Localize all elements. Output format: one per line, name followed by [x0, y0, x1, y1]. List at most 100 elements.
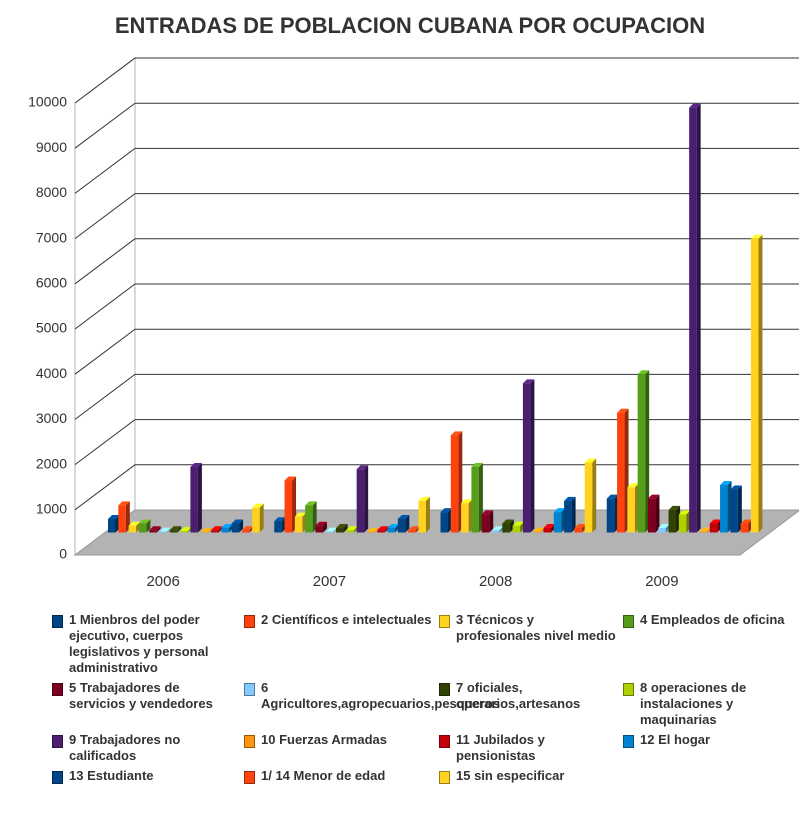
bar	[512, 525, 521, 533]
bar-top	[387, 523, 400, 528]
legend-item: 15 sin especificar	[439, 768, 623, 784]
bar-top	[169, 526, 182, 531]
bar-top	[356, 465, 369, 470]
bar-side	[530, 379, 535, 533]
bar	[408, 530, 416, 533]
bar	[699, 531, 707, 533]
bar	[720, 485, 728, 533]
chart-title: ENTRADAS DE POBLACION CUBANA POR OCUPACI…	[115, 13, 705, 38]
legend-item: 9 Trabajadores no calificados	[52, 732, 244, 764]
bar	[440, 512, 448, 533]
bar-side	[146, 519, 151, 533]
bar	[606, 498, 615, 533]
bar-top	[512, 521, 525, 526]
bar-side	[489, 510, 494, 533]
bar-top	[118, 501, 130, 506]
bar-top	[190, 462, 202, 467]
legend-label: 15 sin especificar	[456, 768, 565, 783]
bar-side	[655, 494, 660, 533]
bar-top	[377, 526, 389, 531]
bar	[750, 238, 759, 533]
bar-top	[408, 526, 420, 531]
bar	[584, 462, 593, 533]
bar-side	[737, 485, 742, 533]
bar-side	[571, 496, 576, 533]
bar	[461, 503, 469, 533]
legend-item: 13 Estudiante	[52, 768, 244, 784]
legend-item: 12 El hogar	[623, 732, 793, 764]
y-tick-label: 9000	[36, 139, 67, 155]
y-tick-label: 6000	[36, 275, 67, 291]
bar	[169, 530, 178, 533]
legend: 1 Mienbros del poder ejecutivo, cuerpos …	[52, 612, 792, 784]
bar-top	[138, 519, 151, 524]
bar-side	[374, 528, 379, 533]
bar	[471, 466, 479, 533]
legend-label: 12 El hogar	[640, 732, 711, 747]
legend-swatch	[52, 683, 63, 696]
bar-side	[197, 462, 202, 533]
y-tick-label: 1000	[36, 501, 67, 517]
bar-top	[740, 519, 753, 524]
bar-side	[125, 501, 130, 533]
bar-top	[627, 483, 639, 488]
legend-swatch	[244, 615, 255, 628]
legend-swatch	[52, 771, 63, 784]
bar-side	[364, 465, 369, 533]
bar	[397, 518, 406, 533]
y-tick-label: 0	[59, 546, 67, 562]
bar-side	[239, 519, 244, 533]
bar-top	[502, 519, 514, 524]
bar	[502, 523, 510, 533]
legend-item: 1/ 14 Menor de edad	[244, 768, 439, 784]
grid-line	[74, 147, 799, 194]
bar-side	[696, 103, 701, 533]
legend-item: 3 Técnicos y profesionales nivel medio	[439, 612, 623, 676]
bar	[252, 507, 260, 533]
y-tick-label: 5000	[36, 320, 67, 336]
bar-top	[274, 517, 286, 522]
bar-top	[450, 431, 463, 436]
bar-side	[592, 458, 597, 533]
bar	[564, 500, 572, 533]
grid-line	[74, 373, 799, 420]
bar	[617, 412, 625, 533]
legend-swatch	[623, 615, 634, 628]
bar	[450, 435, 459, 533]
bar-top	[750, 234, 763, 239]
bar-top	[315, 521, 327, 526]
bar	[138, 523, 147, 533]
bar-top	[305, 501, 317, 506]
y-tick-label: 8000	[36, 184, 67, 200]
bar-top	[720, 481, 732, 486]
legend-swatch	[244, 735, 255, 748]
bar-side	[167, 527, 171, 533]
bar	[533, 531, 541, 533]
bar-top	[252, 503, 264, 508]
bar-top	[481, 510, 494, 515]
legend-swatch	[439, 615, 450, 628]
x-tick-label: 2009	[645, 573, 678, 590]
bar	[336, 527, 344, 533]
bar-top	[149, 526, 161, 531]
grid-line	[74, 328, 799, 375]
bar-top	[668, 505, 681, 510]
bar	[284, 480, 293, 533]
bar-top	[108, 514, 120, 519]
legend-swatch	[623, 735, 634, 748]
bar	[689, 107, 697, 533]
bar-side	[405, 514, 410, 533]
bar-top	[606, 494, 619, 499]
grid-line	[74, 57, 799, 104]
bar	[149, 530, 157, 533]
bar	[543, 527, 551, 533]
legend-swatch	[52, 615, 63, 628]
legend-item: 6 Agricultores,agropecuarios,pesqueros	[244, 680, 500, 728]
legend-label: 2 Científicos e intelectuales	[261, 612, 432, 627]
bar-top	[564, 496, 576, 501]
y-tick-label: 2000	[36, 455, 67, 471]
bar	[574, 527, 582, 533]
y-tick-label: 10000	[28, 94, 67, 110]
grid-line	[74, 419, 799, 466]
x-tick-label: 2006	[146, 573, 179, 590]
